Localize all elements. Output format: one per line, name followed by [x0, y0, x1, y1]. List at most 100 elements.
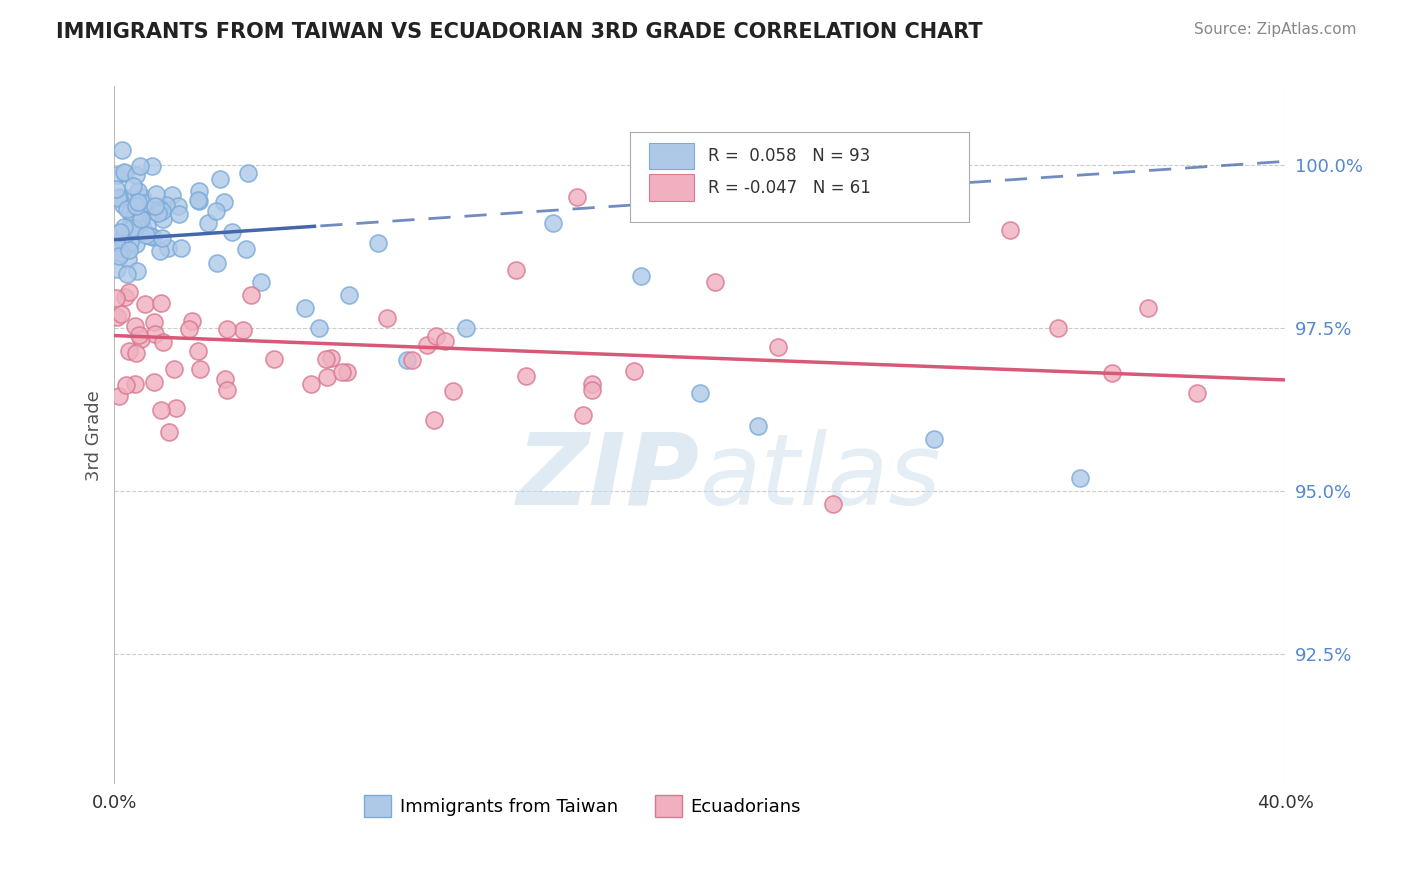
Point [146, 206, 169, 220]
Point [118, 243, 141, 257]
Point [155, 198, 177, 212]
Text: R = -0.047   N = 61: R = -0.047 N = 61 [709, 178, 870, 196]
Point [998, 223, 1021, 237]
Point [143, 315, 166, 329]
Point [131, 218, 153, 232]
Point [124, 236, 146, 251]
Point [105, 291, 128, 305]
Point [152, 212, 174, 227]
Point [128, 327, 150, 342]
Point [124, 318, 146, 333]
Point [221, 225, 243, 239]
Point [124, 346, 146, 360]
Point [114, 227, 136, 241]
Point [319, 351, 342, 366]
Point [120, 219, 142, 234]
Point [308, 320, 330, 334]
Point [581, 376, 603, 391]
Point [117, 344, 139, 359]
Point [235, 243, 257, 257]
Point [115, 377, 138, 392]
Point [108, 389, 131, 403]
Point [143, 199, 166, 213]
Point [112, 165, 135, 179]
Point [108, 226, 131, 240]
Point [127, 184, 149, 198]
Point [122, 209, 145, 223]
Point [129, 210, 152, 224]
Text: Source: ZipAtlas.com: Source: ZipAtlas.com [1194, 22, 1357, 37]
Point [543, 216, 565, 230]
Point [623, 363, 645, 377]
Point [197, 216, 219, 230]
Point [142, 375, 165, 389]
Point [156, 241, 179, 255]
Point [157, 425, 180, 439]
Point [337, 288, 360, 302]
Point [188, 362, 211, 376]
Point [169, 242, 191, 256]
Point [150, 403, 173, 417]
Point [823, 497, 845, 511]
Point [263, 352, 285, 367]
Point [108, 190, 131, 204]
Point [145, 186, 167, 201]
Point [1046, 320, 1069, 334]
Point [117, 202, 139, 216]
Point [163, 362, 186, 376]
Point [152, 334, 174, 349]
Point [581, 384, 603, 398]
Point [315, 352, 337, 367]
Point [104, 227, 127, 242]
Point [565, 190, 588, 204]
Point [143, 326, 166, 341]
Point [105, 244, 128, 259]
Point [117, 252, 139, 267]
Point [212, 195, 235, 210]
Point [515, 369, 537, 384]
Point [104, 235, 127, 249]
Point [150, 204, 173, 219]
Point [135, 227, 157, 242]
Point [232, 323, 254, 337]
Point [215, 384, 238, 398]
Point [768, 340, 790, 354]
Bar [650, 143, 695, 169]
Point [134, 297, 156, 311]
Y-axis label: 3rd Grade: 3rd Grade [86, 390, 103, 481]
Point [110, 246, 132, 260]
Point [120, 223, 142, 237]
Point [118, 205, 141, 219]
Point [135, 219, 157, 233]
Point [125, 263, 148, 277]
Point [125, 211, 148, 226]
Point [433, 334, 456, 348]
Point [124, 219, 146, 233]
Point [208, 171, 231, 186]
Point [572, 408, 595, 422]
Point [150, 230, 173, 244]
Point [187, 184, 209, 198]
Point [747, 418, 769, 433]
Point [167, 207, 190, 221]
Point [294, 301, 316, 315]
Point [180, 314, 202, 328]
Point [179, 322, 201, 336]
Point [122, 178, 145, 193]
Point [114, 166, 136, 180]
Point [129, 159, 152, 173]
Point [375, 311, 398, 326]
Point [141, 160, 163, 174]
Point [367, 235, 389, 250]
Point [125, 199, 148, 213]
Point [1185, 386, 1208, 401]
Point [249, 275, 271, 289]
Point [108, 249, 131, 263]
Point [127, 224, 149, 238]
Point [239, 288, 262, 302]
Point [205, 255, 228, 269]
Point [122, 222, 145, 236]
Point [315, 370, 337, 384]
Point [128, 216, 150, 230]
Point [416, 337, 439, 351]
